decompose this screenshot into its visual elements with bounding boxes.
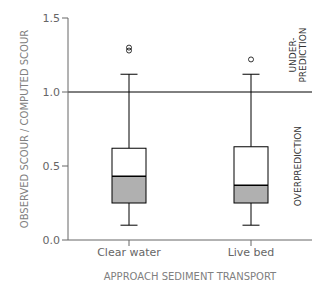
svg-text:0.0: 0.0	[43, 234, 61, 247]
svg-text:1.5: 1.5	[43, 12, 61, 25]
svg-text:0.5: 0.5	[43, 160, 61, 173]
svg-text:1.0: 1.0	[43, 86, 61, 99]
svg-text:OVERPREDICTION: OVERPREDICTION	[293, 126, 303, 206]
svg-text:UNDER-PREDICTION: UNDER-PREDICTION	[288, 27, 308, 82]
svg-text:OBSERVED SCOUR / COMPUTED SCOU: OBSERVED SCOUR / COMPUTED SCOUR	[19, 30, 30, 229]
svg-text:Live bed: Live bed	[228, 246, 275, 259]
svg-text:APPROACH SEDIMENT TRANSPORT: APPROACH SEDIMENT TRANSPORT	[104, 271, 277, 282]
svg-text:Clear water: Clear water	[97, 246, 161, 259]
